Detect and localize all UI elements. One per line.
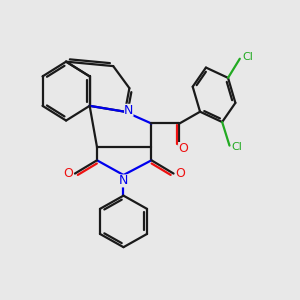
- Text: O: O: [64, 167, 74, 180]
- Text: N: N: [119, 174, 128, 188]
- Text: Cl: Cl: [231, 142, 242, 152]
- Text: Cl: Cl: [242, 52, 253, 62]
- Text: N: N: [124, 104, 134, 117]
- Text: O: O: [178, 142, 188, 155]
- Text: O: O: [175, 167, 185, 180]
